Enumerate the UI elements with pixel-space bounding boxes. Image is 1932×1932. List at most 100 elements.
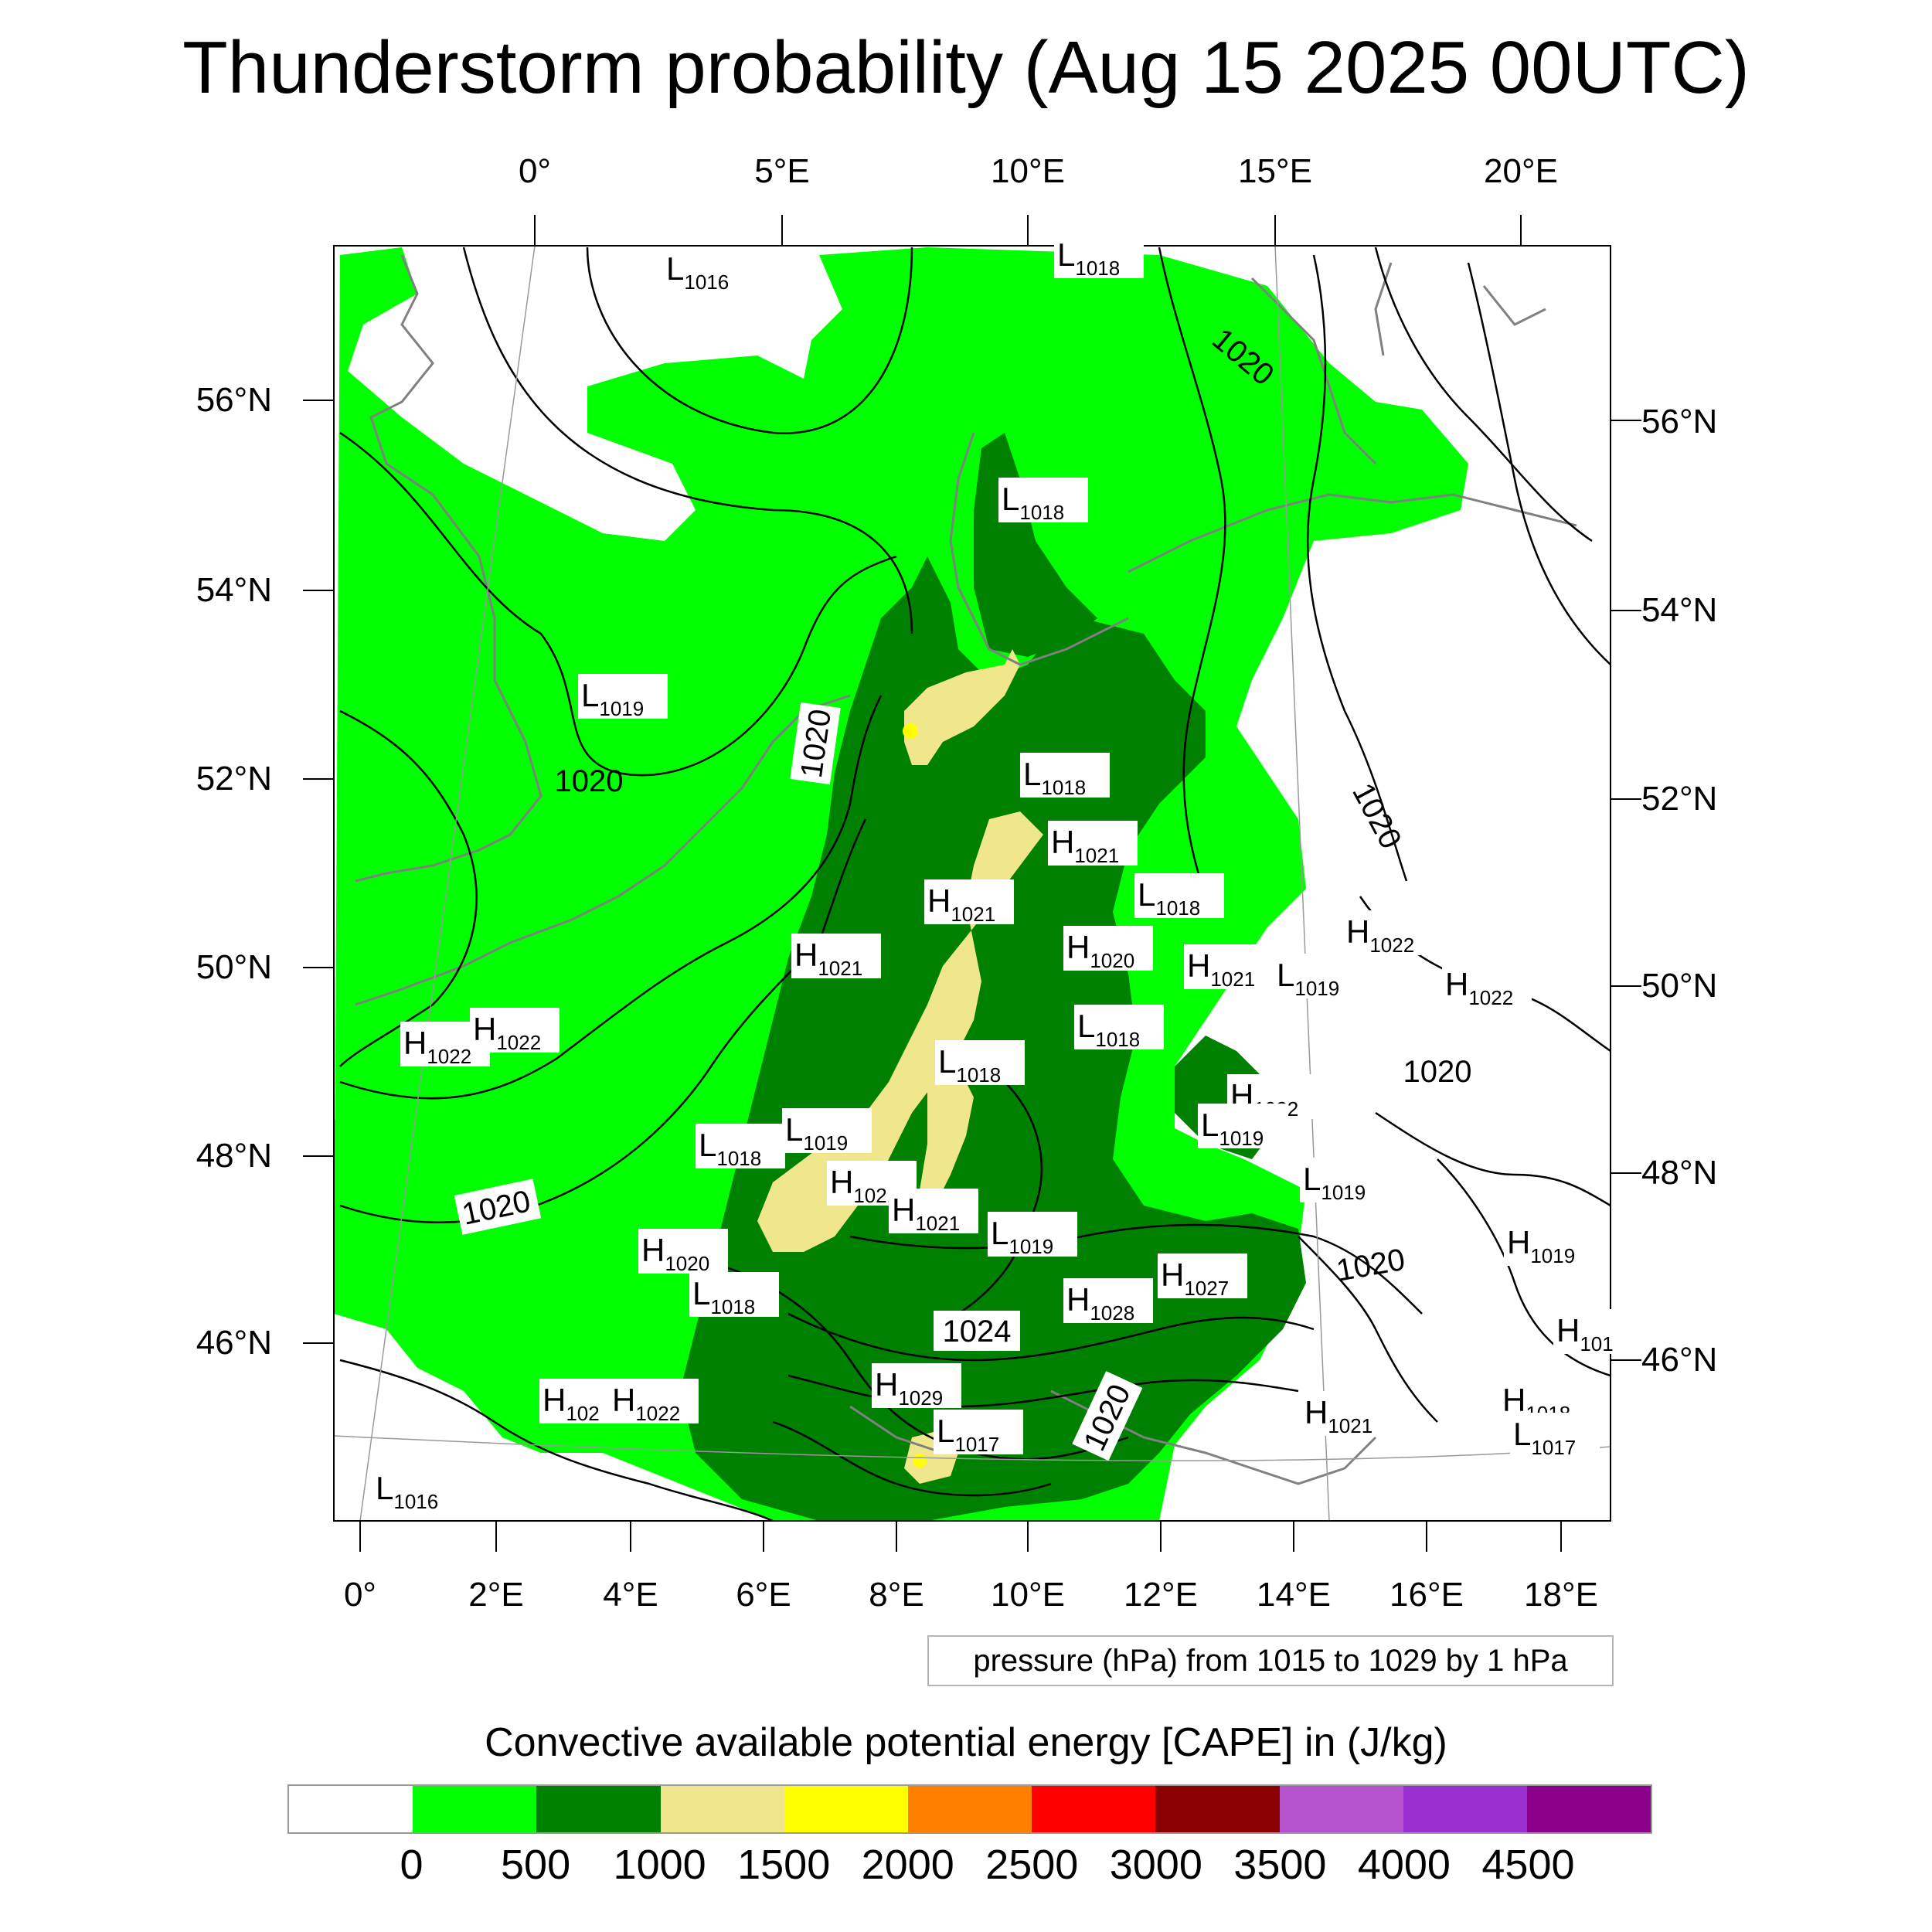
high-pressure-marker: H1021	[1048, 821, 1138, 867]
pressure-marker-label: L1018	[692, 1275, 755, 1318]
pressure-marker-label: L1019	[785, 1111, 848, 1155]
pressure-centers: L1016L1018L1018L1019L1018H1021H1021L1018…	[372, 233, 1626, 1513]
pressure-marker-value: 1022	[635, 1402, 680, 1425]
pressure-marker-value: 1021	[951, 903, 995, 926]
high-pressure-marker: H102	[539, 1379, 612, 1425]
low-pressure-marker: L1017	[1510, 1413, 1600, 1459]
high-pressure-marker: H1020	[638, 1229, 728, 1275]
coast-denmark	[949, 432, 1129, 666]
pressure-marker-value: 1017	[1531, 1436, 1576, 1459]
pressure-marker-kind: L	[785, 1111, 803, 1148]
cape-area-yellow-south	[913, 1454, 927, 1468]
pressure-marker-bg	[1048, 821, 1138, 866]
colorbar-tick-label: 4000	[1357, 1842, 1451, 1888]
colorbar-segment	[289, 1786, 413, 1832]
colorbar-ticks: 0 500 1000 1500 2000 2500 3000 3500 4000 4500	[0, 1838, 1932, 1900]
isobar-q	[787, 1312, 1315, 1362]
colorbar-tick-label: 3000	[1109, 1842, 1202, 1888]
parallel-45n	[334, 1435, 1611, 1461]
pressure-marker-label: H1022	[1445, 966, 1513, 1009]
pressure-marker-label: H1021	[892, 1192, 960, 1235]
graticule	[334, 246, 1611, 1521]
pressure-marker-bg	[1158, 1253, 1247, 1298]
pressure-marker-bg	[889, 1189, 978, 1233]
high-pressure-marker: H1020	[1063, 926, 1153, 972]
pressure-marker-value: 1018	[1095, 1028, 1140, 1051]
bottom-lon-label: 10°E	[991, 1576, 1065, 1614]
isobar-p	[849, 1223, 1423, 1315]
pressure-marker-kind: H	[1187, 947, 1210, 984]
pressure-marker-kind: L	[937, 1413, 954, 1449]
cape-area-khaki-south	[920, 1066, 974, 1206]
right-lat-label: 54°N	[1641, 591, 1717, 629]
pressure-marker-kind: H	[612, 1382, 635, 1418]
left-lat-label: 46°N	[196, 1324, 272, 1362]
high-pressure-marker: H101	[1553, 1309, 1626, 1355]
isobar-r	[787, 1374, 1299, 1408]
pressure-marker-bg	[689, 1272, 779, 1317]
high-pressure-marker: H1021	[791, 934, 881, 980]
pressure-marker-kind: H	[473, 1011, 496, 1047]
low-pressure-marker: L1019	[782, 1108, 872, 1155]
pressure-marker-label: H1019	[1507, 1224, 1575, 1267]
pressure-marker-value: 1018	[710, 1295, 755, 1318]
map-frame	[333, 245, 1611, 1522]
bottom-lon-label: 18°E	[1524, 1576, 1598, 1614]
low-pressure-marker: L1018	[1134, 873, 1224, 920]
pressure-marker-label: L1018	[1002, 481, 1064, 524]
pressure-marker-kind: L	[1077, 1008, 1095, 1044]
pressure-marker-value: 1019	[1321, 1181, 1366, 1204]
colorbar-segment	[536, 1786, 661, 1832]
low-pressure-marker: L1016	[663, 247, 753, 294]
pressure-marker-kind: L	[666, 250, 684, 287]
pressure-marker-kind: L	[1023, 756, 1041, 792]
pressure-marker-label: H1021	[1304, 1394, 1372, 1437]
pressure-marker-kind: H	[892, 1192, 915, 1228]
pressure-marker-label: H1021	[1187, 947, 1255, 991]
pressure-marker-bg	[1510, 1413, 1600, 1458]
colorbar-segment	[907, 1786, 1032, 1832]
pressure-marker-label: L1019	[1201, 1107, 1264, 1150]
low-pressure-marker: L1019	[1274, 954, 1363, 1000]
pressure-marker-value: 1018	[956, 1063, 1001, 1087]
pressure-marker-bg	[782, 1108, 872, 1153]
bottom-lon-label: 8°E	[869, 1576, 923, 1614]
high-pressure-marker: H1021	[889, 1189, 978, 1235]
pressure-marker-kind: H	[1304, 1394, 1328, 1430]
isobar-u	[1437, 1158, 1611, 1377]
pressure-marker-value: 1021	[818, 957, 862, 980]
bottom-lon-label: 2°E	[468, 1576, 523, 1614]
right-lat-label: 48°N	[1641, 1154, 1717, 1192]
colorbar-tick-label: 2000	[861, 1842, 954, 1888]
pressure-marker-value: 1022	[427, 1045, 471, 1068]
pressure-marker-kind: H	[1161, 1257, 1184, 1293]
isobar-label-box: 1020	[790, 702, 841, 785]
high-pressure-marker: H1022	[1442, 963, 1532, 1009]
pressure-marker-value: 1027	[1184, 1277, 1229, 1300]
pressure-marker-kind: L	[581, 677, 599, 713]
colorbar-segment	[1526, 1786, 1651, 1832]
pressure-marker-value: 1022	[1468, 986, 1513, 1009]
pressure-marker-kind: L	[376, 1470, 393, 1506]
pressure-marker-value: 101	[1580, 1332, 1613, 1355]
low-pressure-marker: L1016	[372, 1467, 462, 1513]
pressure-marker-label: H1028	[1066, 1281, 1134, 1325]
low-pressure-marker: L1018	[998, 478, 1088, 524]
pressure-marker-label: L1018	[1138, 876, 1200, 920]
right-lat-label: 56°N	[1641, 403, 1717, 440]
pressure-marker-bg	[1063, 926, 1153, 971]
pressure-marker-label: H1021	[927, 883, 995, 926]
pressure-marker-label: H1022	[473, 1011, 541, 1054]
left-lat-label: 56°N	[196, 381, 272, 419]
pressure-marker-label: H1021	[1051, 824, 1119, 867]
pressure-marker-kind: H	[1066, 1281, 1090, 1318]
isobar-m	[957, 1081, 1043, 1315]
bottom-lon-label: 14°E	[1257, 1576, 1331, 1614]
pressure-marker-value: 1019	[599, 697, 644, 720]
pressure-marker-label: H1022	[612, 1382, 680, 1425]
low-pressure-marker: L1019	[1300, 1158, 1389, 1204]
colorbar-segment	[1403, 1786, 1527, 1832]
pressure-marker-bg	[1134, 873, 1224, 918]
pressure-marker-kind: H	[1507, 1224, 1530, 1260]
